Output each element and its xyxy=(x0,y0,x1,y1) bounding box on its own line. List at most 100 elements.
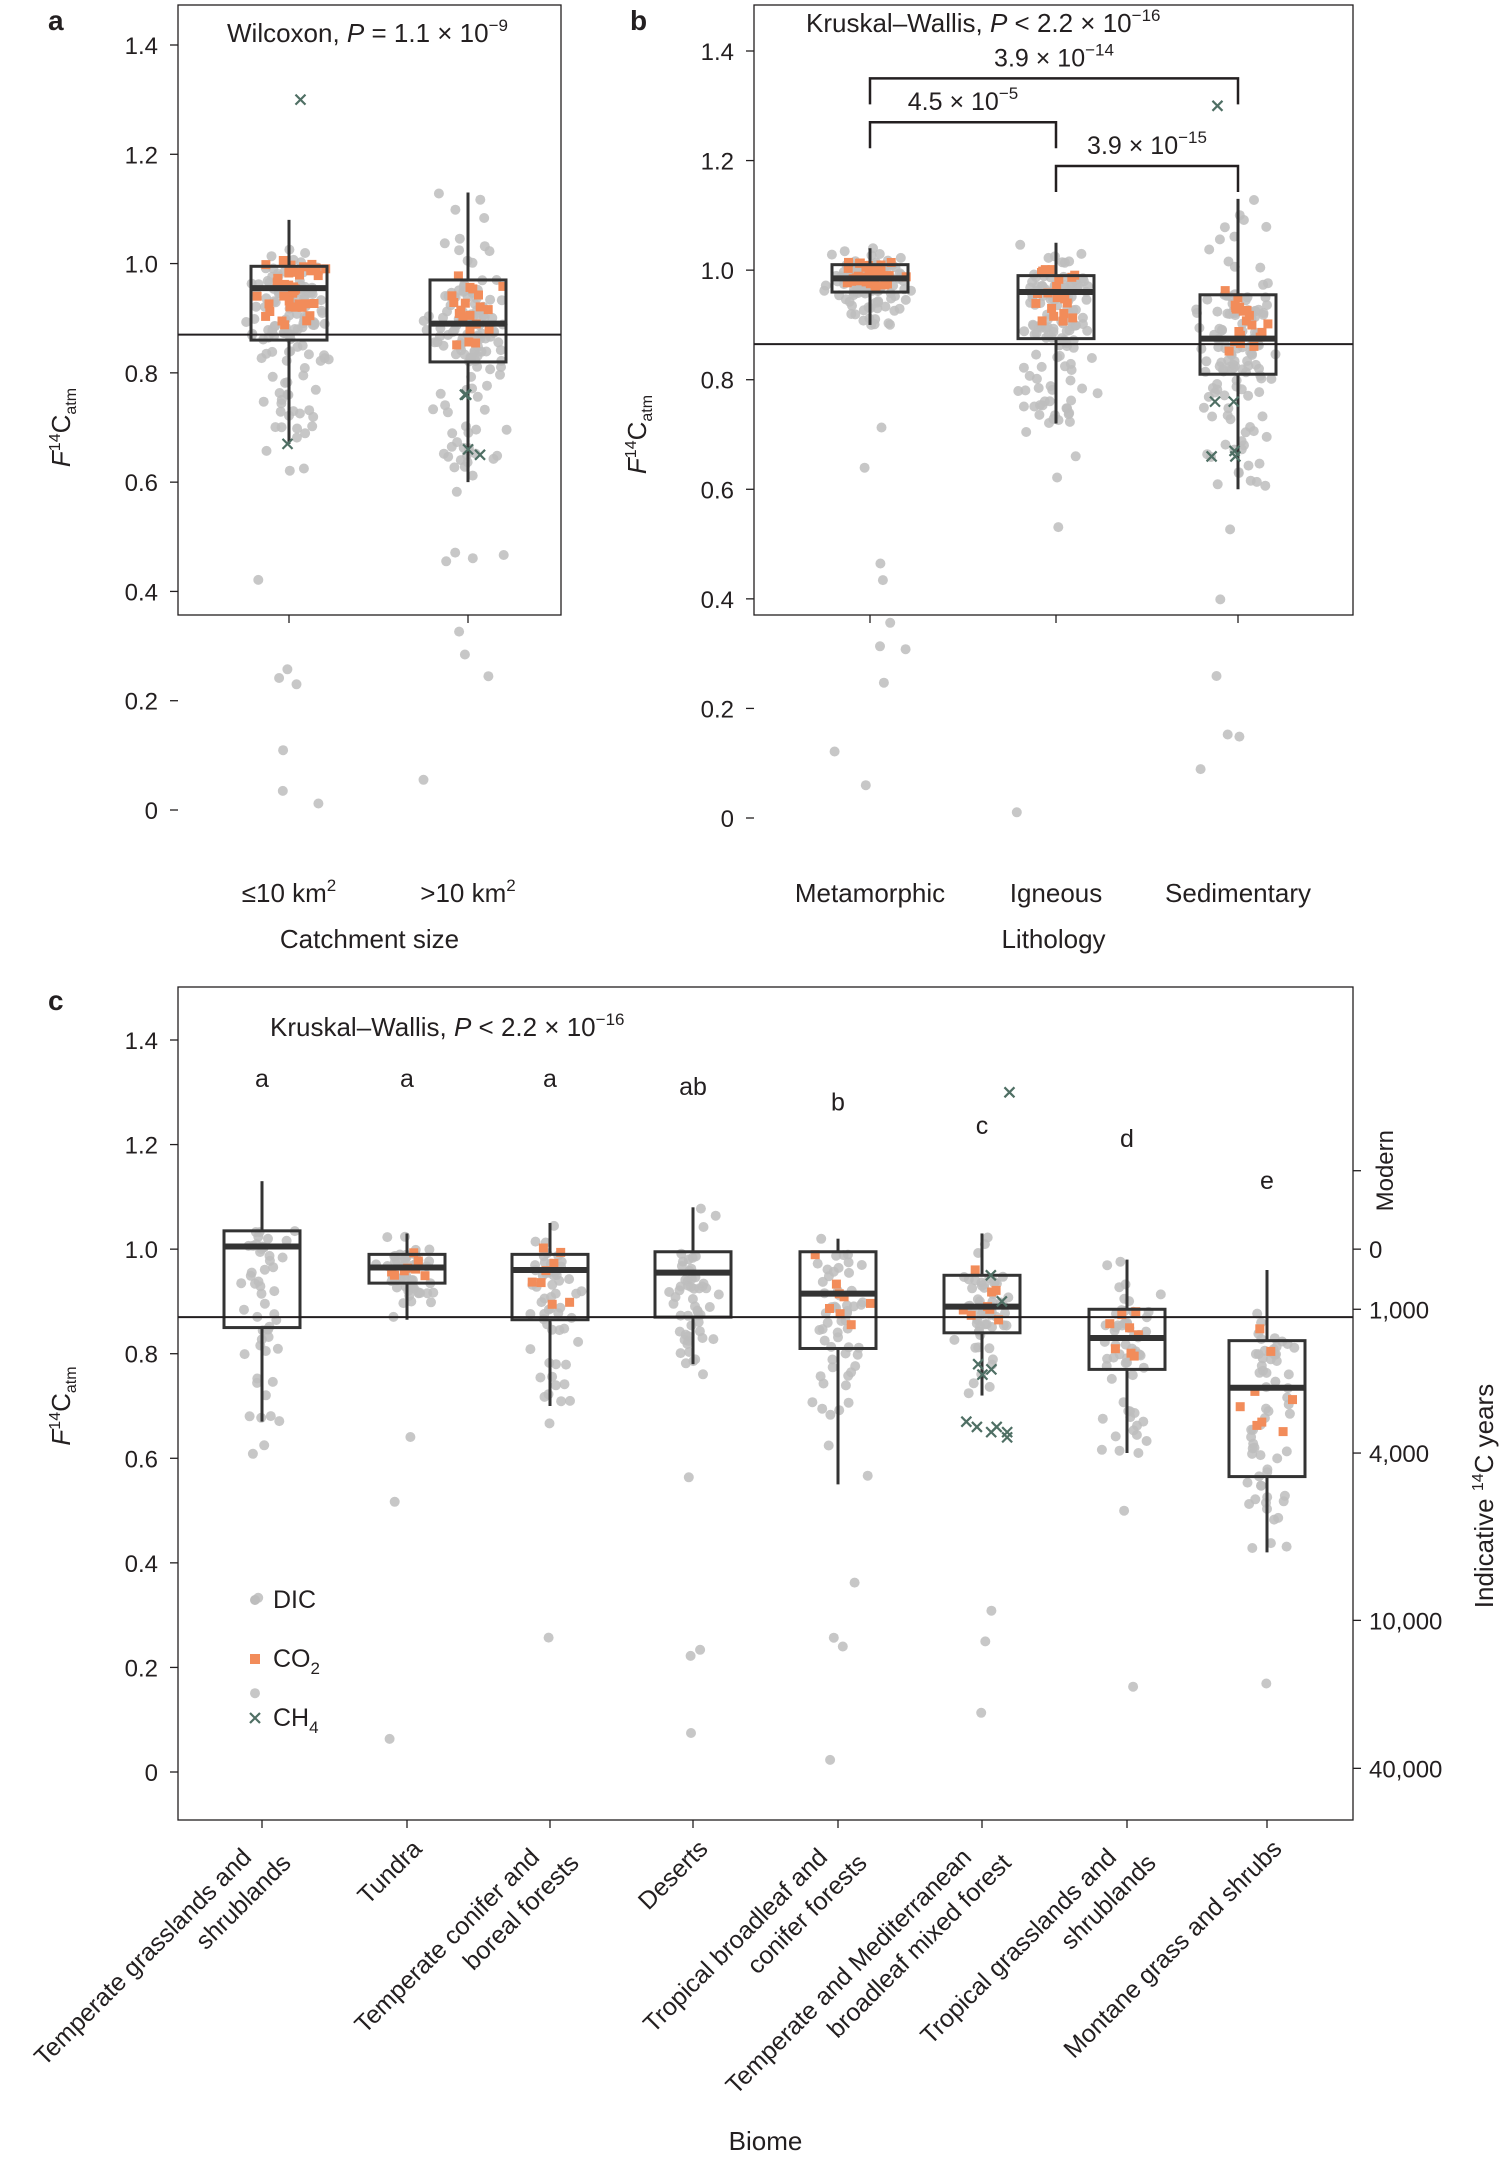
dic-point xyxy=(1020,385,1031,396)
dic-point xyxy=(1257,411,1268,422)
dic-point xyxy=(1102,1260,1113,1271)
box-iqr xyxy=(798,1250,878,1350)
dic-point xyxy=(259,1298,270,1309)
co2-point xyxy=(456,305,466,315)
dic-point xyxy=(291,432,302,443)
dic-point xyxy=(479,213,490,223)
dic-point xyxy=(1141,1436,1152,1446)
co2-point xyxy=(465,325,475,335)
dic-point xyxy=(454,626,465,637)
dic-point xyxy=(683,1254,694,1265)
dic-point xyxy=(840,1348,851,1359)
co2-point xyxy=(302,316,312,326)
dic-point xyxy=(556,1256,567,1267)
dic-point xyxy=(291,679,302,690)
dic-point xyxy=(276,422,287,433)
dic-point xyxy=(253,574,264,585)
dic-point xyxy=(564,1274,575,1285)
co2-point xyxy=(825,1304,834,1313)
dic-point xyxy=(1255,1450,1266,1461)
dic-point xyxy=(1265,1354,1276,1365)
dic-point xyxy=(814,1325,825,1335)
dic-point xyxy=(1246,348,1257,359)
box-2 xyxy=(428,192,508,483)
dic-point xyxy=(269,331,280,341)
dic-point xyxy=(259,1264,270,1275)
dic-point xyxy=(1031,373,1042,384)
dic-point xyxy=(1252,1308,1263,1319)
boxes-layer xyxy=(249,192,508,483)
dic-point xyxy=(843,1257,854,1268)
dic-point xyxy=(987,1354,998,1365)
dic-point xyxy=(1066,280,1077,291)
dic-point xyxy=(840,1380,851,1391)
dic-point xyxy=(695,1644,706,1655)
panel-c: c 0 0.2 0.4 0.6 0.8 1.0 1.2 1.4 F14Catm Kruskal–Wa… xyxy=(29,985,1499,2156)
dic-point xyxy=(483,671,494,682)
dic-point xyxy=(1214,234,1225,245)
dic-point xyxy=(469,347,480,358)
y-tick-label: 0.6 xyxy=(125,1446,158,1473)
co2-point xyxy=(843,263,853,273)
co2-point xyxy=(831,1279,841,1289)
co2-point xyxy=(1117,1310,1127,1320)
dic-point xyxy=(278,745,289,756)
dic-point xyxy=(1247,1543,1258,1553)
dic-point xyxy=(247,1448,258,1459)
co2-point xyxy=(420,1271,430,1281)
co2-point xyxy=(1250,1386,1260,1396)
co2-point xyxy=(305,311,315,321)
dic-point xyxy=(1222,729,1233,740)
dic-point xyxy=(822,1317,833,1328)
co2-point xyxy=(277,316,287,326)
dic-point xyxy=(274,1416,285,1427)
dic-point xyxy=(1222,308,1233,319)
co2-point xyxy=(306,266,316,276)
ch4-point xyxy=(1003,1086,1016,1099)
co2-point xyxy=(835,1309,845,1319)
dic-point xyxy=(495,369,505,380)
co2-point xyxy=(447,291,457,301)
y-tick-label: 1.4 xyxy=(125,1028,158,1055)
co2-point xyxy=(264,299,274,309)
boxes-layer xyxy=(830,198,1278,490)
dic-point xyxy=(1223,355,1234,366)
dic-point xyxy=(300,248,311,258)
dic-point xyxy=(875,641,885,652)
y-tick-label: 0.2 xyxy=(125,1655,158,1682)
co2-point xyxy=(1235,1402,1245,1412)
dic-point xyxy=(479,404,490,415)
dic-point xyxy=(304,405,315,416)
dic-point xyxy=(1243,390,1254,401)
co2-point xyxy=(1037,316,1047,326)
dic-point xyxy=(693,1317,704,1328)
co2-point xyxy=(1054,274,1064,284)
dic-point xyxy=(1019,326,1030,337)
dic-point xyxy=(535,1372,546,1383)
dic-point xyxy=(1270,1376,1281,1387)
dic-point xyxy=(307,289,318,300)
dic-point xyxy=(820,280,831,291)
dic-point xyxy=(900,294,911,305)
co2-point xyxy=(288,287,298,297)
dic-point xyxy=(272,1343,283,1354)
boxes-layer xyxy=(222,1181,1307,1553)
co2-point xyxy=(1241,316,1251,326)
dic-point xyxy=(253,1231,264,1242)
dic-point xyxy=(1255,262,1266,273)
dic-point xyxy=(299,363,310,373)
dic-point xyxy=(1097,1413,1108,1424)
co2-point xyxy=(399,1266,409,1276)
ch4-point xyxy=(474,449,486,461)
dic-point xyxy=(241,317,252,327)
co2-point xyxy=(846,1320,856,1330)
points-layer xyxy=(819,195,1281,818)
x-tick-label: >10 km2 xyxy=(420,876,515,908)
co2-point xyxy=(1238,306,1248,316)
dic-point xyxy=(565,1395,575,1406)
co2-point xyxy=(1133,1330,1143,1340)
dic-point xyxy=(949,1334,960,1345)
co2-point xyxy=(1047,265,1057,275)
dic-point xyxy=(900,644,911,655)
co2-point xyxy=(1288,1395,1297,1405)
